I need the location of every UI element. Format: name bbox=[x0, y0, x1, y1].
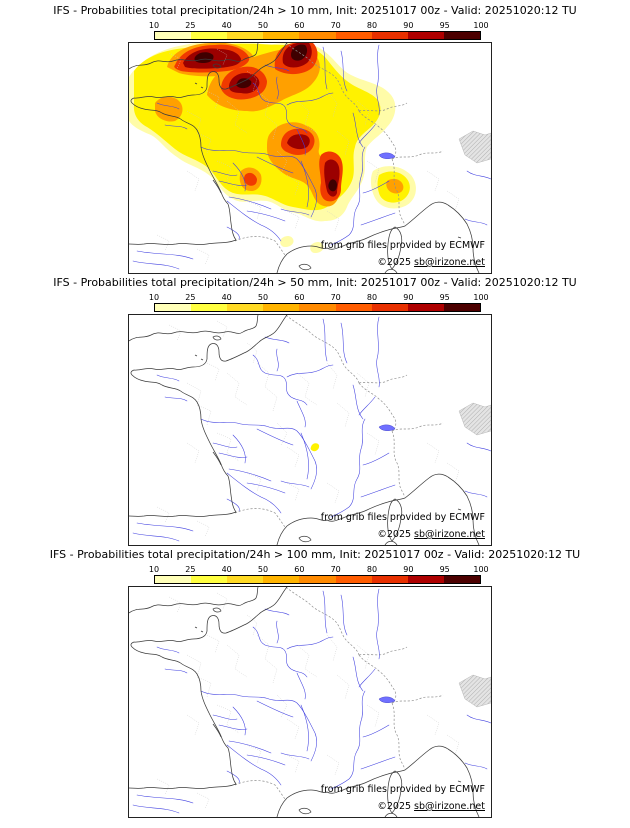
colorbar-tick-label: 95 bbox=[439, 565, 450, 574]
colorbar-tick-label: 50 bbox=[257, 565, 269, 574]
attribution-link[interactable]: sb@irizone.net bbox=[414, 529, 485, 540]
attribution-copyright: ©2025 sb@irizone.net bbox=[377, 257, 485, 268]
colorbar-tick-label: 80 bbox=[366, 565, 378, 574]
colorbar-tick-label: 25 bbox=[185, 565, 196, 574]
colorbar-segment bbox=[371, 576, 408, 583]
colorbar-segment bbox=[191, 304, 228, 311]
colorbar-tick-label: 10 bbox=[148, 293, 160, 302]
copyright-year: ©2025 bbox=[377, 529, 412, 540]
colorbar-segment bbox=[371, 32, 408, 39]
precipitation-map-svg bbox=[129, 587, 491, 817]
colorbar-segment bbox=[155, 304, 192, 311]
precipitation-map-svg bbox=[129, 315, 491, 545]
colorbar-tick-label: 70 bbox=[330, 293, 341, 302]
colorbar-segment bbox=[371, 304, 408, 311]
colorbar-segment bbox=[155, 32, 192, 39]
attribution-text: from grib files provided by ECMWF bbox=[320, 512, 485, 523]
map-frame: from grib files provided by ECMWF ©2025 s… bbox=[128, 586, 492, 818]
colorbar-tick-label: 80 bbox=[366, 293, 378, 302]
colorbar-tick-label: 60 bbox=[294, 565, 305, 574]
colorbar-segment bbox=[335, 304, 372, 311]
colorbar-tick-label: 95 bbox=[439, 293, 450, 302]
colorbar-tick-label: 25 bbox=[185, 293, 196, 302]
colorbar-segment bbox=[155, 576, 192, 583]
colorbar-tick-label: 50 bbox=[257, 293, 269, 302]
colorbar-tick-label: 25 bbox=[185, 21, 196, 30]
colorbar-tick-label: 100 bbox=[473, 565, 489, 574]
panel-title: IFS - Probabilities total precipitation/… bbox=[49, 548, 581, 561]
colorbar-segment bbox=[443, 576, 480, 583]
colorbar-tick-label: 70 bbox=[330, 21, 341, 30]
colorbar-tick-label: 90 bbox=[403, 21, 414, 30]
panel-title: IFS - Probabilities total precipitation/… bbox=[53, 4, 577, 17]
copyright-year: ©2025 bbox=[377, 801, 412, 812]
precip-overlay-10mm bbox=[129, 43, 416, 253]
panel-precip-gt-50mm: IFS - Probabilities total precipitation/… bbox=[0, 272, 630, 546]
colorbar-segment bbox=[299, 32, 336, 39]
colorbar-segment bbox=[335, 576, 372, 583]
colorbar-tick-label: 90 bbox=[403, 293, 414, 302]
panel-precip-gt-10mm: IFS - Probabilities total precipitation/… bbox=[0, 0, 630, 274]
attribution-link[interactable]: sb@irizone.net bbox=[414, 257, 485, 268]
colorbar-segment bbox=[299, 576, 336, 583]
colorbar-tick-label: 95 bbox=[439, 21, 450, 30]
colorbar-segment bbox=[443, 32, 480, 39]
attribution-text: from grib files provided by ECMWF bbox=[320, 784, 485, 795]
colorbar-segment bbox=[407, 32, 444, 39]
panel-precip-gt-100mm: IFS - Probabilities total precipitation/… bbox=[0, 544, 630, 818]
colorbar-tick-label: 100 bbox=[473, 21, 489, 30]
colorbar-segment bbox=[443, 304, 480, 311]
colorbar-segment bbox=[191, 576, 228, 583]
colorbar-segment bbox=[335, 32, 372, 39]
colorbar-tick-label: 70 bbox=[330, 565, 341, 574]
colorbar-segment bbox=[407, 304, 444, 311]
colorbar-tick-label: 40 bbox=[221, 293, 232, 302]
colorbar-segment bbox=[227, 576, 264, 583]
colorbar-tick-label: 10 bbox=[148, 565, 160, 574]
colorbar-tick-label: 60 bbox=[294, 21, 305, 30]
colorbar-segment bbox=[263, 576, 300, 583]
attribution-link[interactable]: sb@irizone.net bbox=[414, 801, 485, 812]
colorbar-tick-label: 100 bbox=[473, 293, 489, 302]
attribution-copyright: ©2025 sb@irizone.net bbox=[377, 529, 485, 540]
colorbar-segment bbox=[263, 304, 300, 311]
map-frame: from grib files provided by ECMWF ©2025 s… bbox=[128, 314, 492, 546]
colorbar-tick-label: 40 bbox=[221, 565, 232, 574]
colorbar: 10 25 40 50 60 70 80 90 95 100 bbox=[149, 21, 489, 41]
attribution-text: from grib files provided by ECMWF bbox=[320, 240, 485, 251]
colorbar-tick-label: 90 bbox=[403, 565, 414, 574]
colorbar: 10 25 40 50 60 70 80 90 95 100 bbox=[149, 293, 489, 313]
colorbar-segment bbox=[407, 576, 444, 583]
copyright-year: ©2025 bbox=[377, 257, 412, 268]
colorbar-segment bbox=[299, 304, 336, 311]
colorbar-tick-label: 50 bbox=[257, 21, 269, 30]
precipitation-map-svg bbox=[129, 43, 491, 273]
map-frame: from grib files provided by ECMWF ©2025 s… bbox=[128, 42, 492, 274]
colorbar-tick-label: 40 bbox=[221, 21, 232, 30]
colorbar-tick-label: 10 bbox=[148, 21, 160, 30]
colorbar-tick-label: 80 bbox=[366, 21, 378, 30]
colorbar-segment bbox=[191, 32, 228, 39]
panel-title: IFS - Probabilities total precipitation/… bbox=[53, 276, 577, 289]
colorbar-segment bbox=[227, 32, 264, 39]
colorbar-segment bbox=[263, 32, 300, 39]
colorbar: 10 25 40 50 60 70 80 90 95 100 bbox=[149, 565, 489, 585]
colorbar-tick-label: 60 bbox=[294, 293, 305, 302]
precip-overlay-50mm bbox=[310, 443, 320, 452]
colorbar-segment bbox=[227, 304, 264, 311]
attribution-copyright: ©2025 sb@irizone.net bbox=[377, 801, 485, 812]
